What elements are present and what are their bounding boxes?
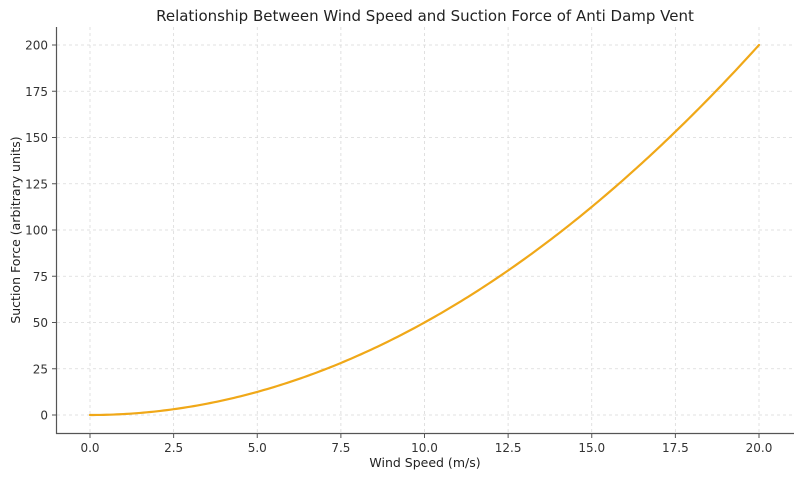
x-tick-label: 2.5 [164, 441, 183, 455]
x-tick-label: 20.0 [746, 441, 773, 455]
y-tick-label: 175 [25, 85, 48, 99]
y-tick-label: 125 [25, 177, 48, 191]
y-axis-label: Suction Force (arbitrary units) [8, 136, 23, 323]
y-tick-label: 25 [33, 362, 48, 376]
x-tick-label: 10.0 [411, 441, 438, 455]
x-tick-label: 17.5 [662, 441, 689, 455]
axes-spines [55, 27, 794, 435]
x-tick-label: 12.5 [495, 441, 522, 455]
y-tick-label: 0 [40, 409, 48, 423]
x-tick-label: 15.0 [578, 441, 605, 455]
suction-force-curve [88, 43, 761, 417]
x-tick-label: 5.0 [248, 441, 267, 455]
y-tick-label: 75 [33, 270, 48, 284]
x-tick-label: 0.0 [80, 441, 99, 455]
x-axis-ticks: 0.0 2.5 5.0 7.5 10.0 12.5 15.0 17.5 20.0 [80, 433, 772, 455]
y-tick-label: 200 [25, 39, 48, 53]
chart-title: Relationship Between Wind Speed and Suct… [156, 7, 694, 25]
y-tick-label: 100 [25, 224, 48, 238]
x-axis-label: Wind Speed (m/s) [369, 455, 480, 470]
y-tick-label: 150 [25, 131, 48, 145]
x-tick-label: 7.5 [331, 441, 350, 455]
y-axis-ticks: 0 25 50 75 100 125 150 175 200 [25, 39, 56, 423]
y-tick-label: 50 [33, 316, 48, 330]
grid-lines [57, 27, 794, 433]
